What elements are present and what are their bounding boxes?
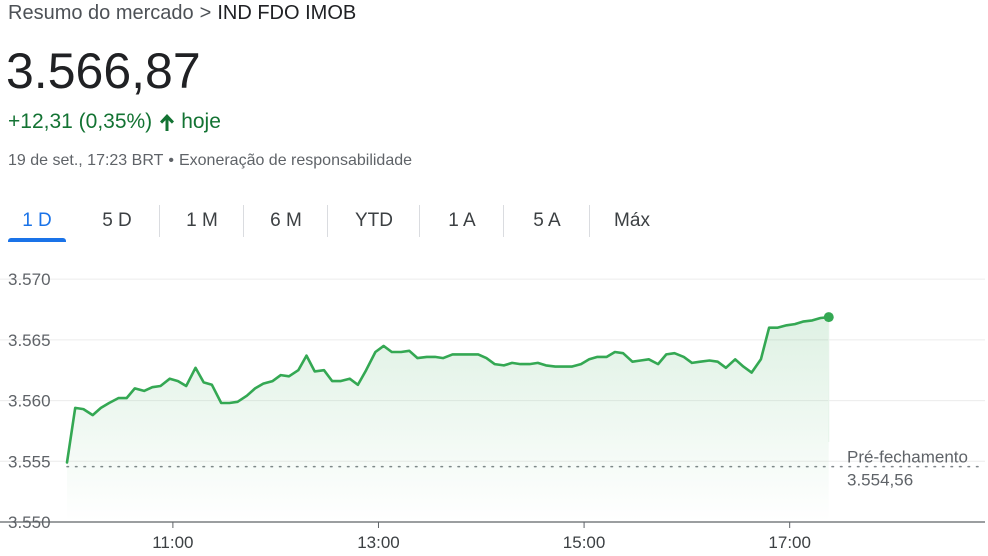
y-tick-label: 3.555 (8, 452, 51, 471)
tab-1m[interactable]: 1 M (160, 200, 244, 242)
price-area-fill (67, 317, 829, 522)
disclaimer-link[interactable]: Exoneração de responsabilidade (178, 152, 413, 169)
last-price-marker (823, 312, 834, 323)
y-tick-label: 3.560 (8, 392, 51, 411)
tab-6m[interactable]: 6 M (244, 200, 328, 242)
quote-meta: 19 de set., 17:23 BRT • Exoneração de resp… (8, 152, 412, 170)
tab-max[interactable]: Máx (614, 210, 650, 231)
tab-5a[interactable]: 5 A (504, 200, 590, 242)
breadcrumb-parent-link[interactable]: Resumo do mercado (8, 2, 194, 24)
x-tick-label: 13:00 (357, 533, 400, 552)
x-tick-label: 17:00 (768, 533, 811, 552)
price-change-period: hoje (181, 110, 221, 133)
price-change: +12,31 (0,35%) hoje (8, 110, 221, 134)
range-tabs: 1 D 5 D 1 M 6 M YTD 1 A 5 A Máx (0, 200, 674, 242)
arrow-up-icon (160, 114, 175, 131)
y-tick-label: 3.565 (8, 331, 51, 350)
y-tick-label: 3.570 (8, 270, 51, 289)
quote-timestamp: 19 de set., 17:23 BRT (8, 152, 164, 169)
x-tick-label: 15:00 (563, 533, 606, 552)
breadcrumb: Resumo do mercado > IND FDO IMOB (8, 2, 356, 25)
tab-1a[interactable]: 1 A (420, 200, 504, 242)
price-change-value: +12,31 (0,35%) (8, 110, 153, 133)
previous-close-value: 3.554,56 (847, 471, 913, 490)
tab-1d[interactable]: 1 D (0, 200, 74, 242)
tab-ytd[interactable]: YTD (328, 200, 420, 242)
tab-5d[interactable]: 5 D (74, 200, 160, 242)
meta-separator: • (168, 152, 174, 169)
previous-close-label: Pré-fechamento (847, 448, 968, 467)
current-price: 3.566,87 (6, 43, 201, 99)
x-tick-label: 11:00 (152, 533, 193, 552)
breadcrumb-separator: > (199, 2, 212, 24)
price-line (65, 315, 830, 464)
breadcrumb-current: IND FDO IMOB (217, 2, 357, 24)
